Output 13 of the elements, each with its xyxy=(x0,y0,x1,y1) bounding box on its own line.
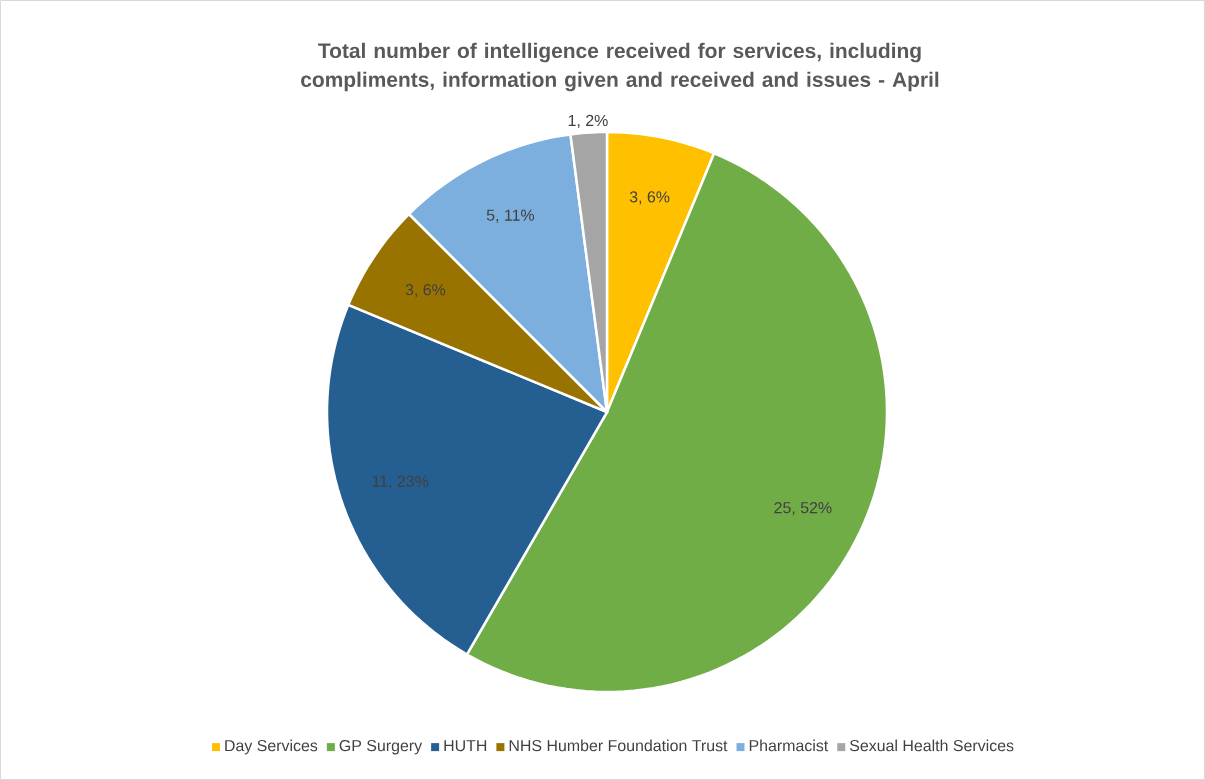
legend-label: Sexual Health Services xyxy=(849,739,1014,752)
chart-title: Total number of intelligence received for services, including compliments, information given and received and issues - April xyxy=(301,42,939,92)
data-label: 11, 23% xyxy=(372,475,429,489)
legend-label: GP Surgery xyxy=(339,740,423,755)
data-label: 1, 2% xyxy=(568,114,608,128)
data-label: 3, 6% xyxy=(405,284,446,298)
legend-label: Pharmacist xyxy=(749,739,829,752)
data-label: 25, 52% xyxy=(774,502,832,516)
legend-label: HUTH xyxy=(444,740,487,752)
legend-label: NHS Humber Foundation Trust xyxy=(509,739,728,752)
legend-label: Day Services xyxy=(225,739,318,755)
data-label: 5, 11% xyxy=(486,209,535,223)
data-label: 3, 6% xyxy=(629,191,670,205)
